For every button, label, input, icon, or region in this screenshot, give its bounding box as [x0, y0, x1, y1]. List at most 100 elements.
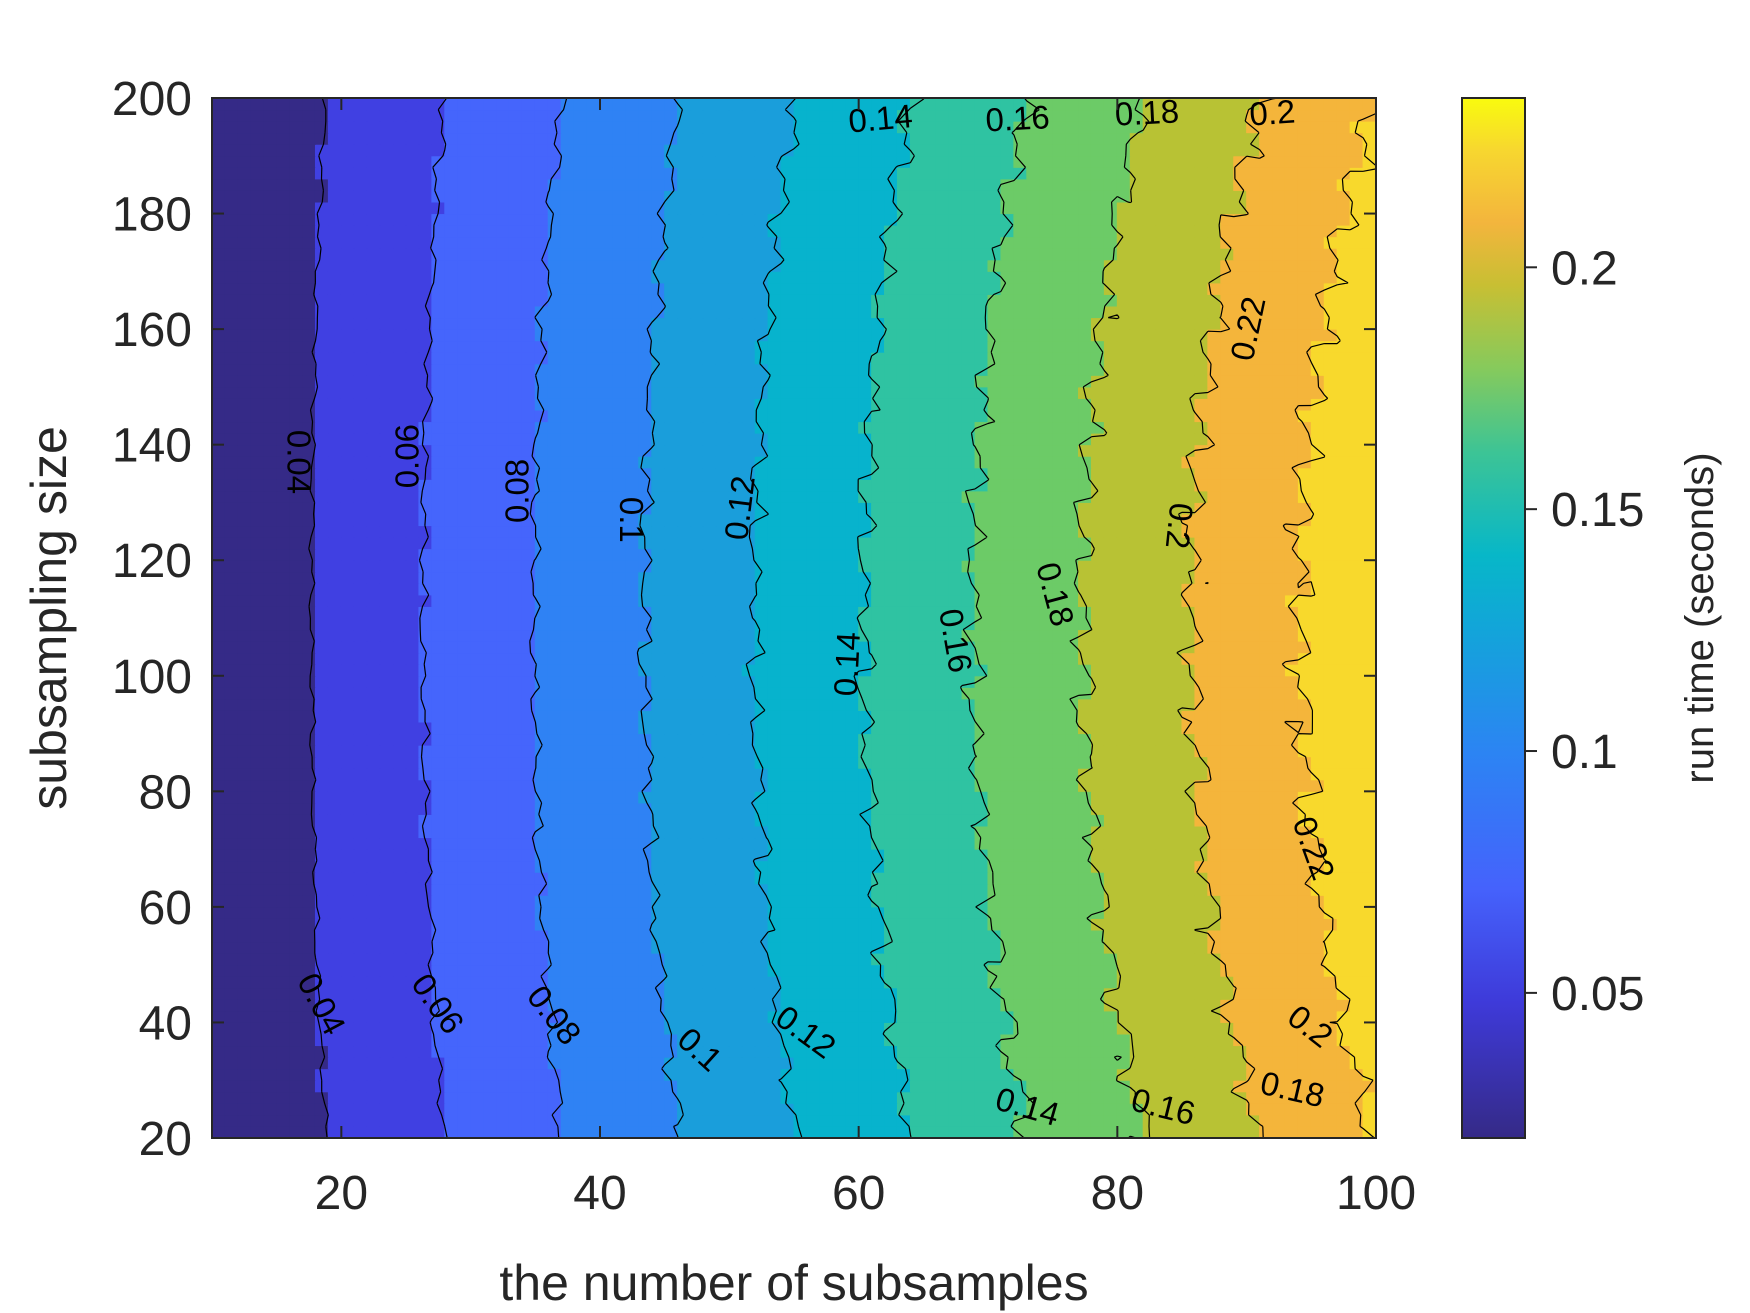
contour-fill-cell — [508, 883, 523, 896]
contour-fill-cell — [1026, 525, 1041, 538]
contour-fill-cell — [1349, 605, 1364, 619]
contour-fill-cell — [625, 513, 640, 527]
contour-fill-cell — [845, 941, 860, 954]
contour-fill-cell — [638, 709, 653, 723]
contour-fill-cell — [1026, 837, 1041, 850]
contour-fill-cell — [1013, 825, 1028, 839]
contour-fill-cell — [521, 998, 536, 1012]
contour-fill-cell — [961, 594, 976, 607]
contour-fill-cell — [987, 987, 1002, 1000]
contour-fill-cell — [276, 790, 291, 804]
contour-fill-cell — [767, 1102, 782, 1116]
contour-fill-cell — [767, 744, 782, 758]
contour-fill-cell — [1207, 721, 1222, 735]
contour-fill-cell — [1026, 721, 1041, 735]
contour-fill-cell — [237, 825, 252, 839]
contour-fill-cell — [1349, 998, 1364, 1012]
contour-fill-cell — [1078, 987, 1092, 1000]
contour-fill-cell — [586, 1021, 601, 1035]
contour-fill-cell — [1284, 536, 1299, 550]
contour-fill-cell — [754, 964, 769, 977]
contour-fill-cell — [780, 756, 795, 769]
contour-fill-cell — [599, 571, 614, 584]
contour-fill-cell — [1349, 906, 1364, 919]
contour-fill-cell — [1362, 964, 1376, 977]
contour-fill-cell — [1142, 536, 1157, 550]
contour-fill-cell — [1336, 686, 1351, 700]
contour-fill-cell — [547, 825, 562, 839]
contour-fill-cell — [612, 1021, 627, 1035]
contour-fill-cell — [690, 871, 704, 885]
contour-fill-cell — [263, 617, 278, 631]
contour-fill-cell — [1078, 917, 1092, 931]
contour-fill-cell — [1362, 1033, 1376, 1047]
contour-fill-cell — [1233, 1021, 1248, 1035]
contour-fill-cell — [508, 802, 523, 815]
contour-fill-cell — [289, 698, 304, 711]
contour-fill-cell — [560, 767, 575, 781]
contour-fill-cell — [1233, 1114, 1248, 1127]
contour-fill-cell — [1090, 663, 1105, 677]
contour-fill-cell — [353, 975, 368, 989]
contour-fill-cell — [819, 779, 834, 792]
contour-fill-cell — [431, 848, 446, 862]
contour-fill-cell — [1103, 790, 1118, 804]
contour-fill-cell — [728, 894, 743, 908]
contour-fill-cell — [1142, 525, 1157, 538]
contour-fill-cell — [948, 536, 963, 550]
contour-fill-cell — [483, 871, 498, 885]
contour-fill-cell — [1310, 883, 1325, 896]
contour-fill-cell — [664, 964, 679, 977]
contour-fill-cell — [1181, 675, 1196, 688]
contour-fill-cell — [508, 767, 523, 781]
contour-fill-cell — [1181, 964, 1196, 977]
contour-fill-cell — [1349, 894, 1364, 908]
contour-fill-cell — [1310, 1068, 1325, 1081]
contour-fill-cell — [1103, 513, 1118, 527]
contour-fill-cell — [767, 1045, 782, 1058]
contour-fill-cell — [832, 848, 847, 862]
contour-fill-cell — [909, 813, 924, 827]
contour-fill-cell — [1272, 513, 1286, 527]
contour-fill-cell — [418, 987, 433, 1000]
contour-fill-cell — [327, 709, 342, 723]
contour-fill-cell — [263, 837, 278, 850]
contour-fill-cell — [793, 1033, 808, 1047]
contour-fill-cell — [1259, 964, 1274, 977]
contour-fill-cell — [948, 779, 963, 792]
contour-fill-cell — [845, 1091, 860, 1104]
contour-fill-cell — [547, 594, 562, 607]
contour-fill-cell — [212, 1091, 226, 1104]
contour-fill-cell — [547, 917, 562, 931]
contour-fill-cell — [871, 1102, 886, 1116]
contour-fill-cell — [961, 987, 976, 1000]
contour-fill-cell — [1246, 675, 1261, 688]
contour-fill-cell — [935, 536, 950, 550]
contour-fill-cell — [1246, 975, 1261, 989]
contour-fill-cell — [366, 941, 381, 954]
contour-fill-cell — [1233, 605, 1248, 619]
contour-fill-cell — [1103, 536, 1118, 550]
contour-fill-cell — [276, 848, 291, 862]
contour-fill-cell — [1052, 1114, 1067, 1127]
contour-fill-cell — [871, 640, 886, 654]
contour-fill-cell — [392, 605, 407, 619]
contour-fill-cell — [353, 767, 368, 781]
contour-fill-cell — [935, 1102, 950, 1116]
contour-fill-cell — [418, 1033, 433, 1047]
contour-fill-cell — [638, 1045, 653, 1058]
contour-fill-cell — [677, 490, 692, 503]
contour-fill-cell — [1168, 894, 1183, 908]
contour-fill-cell — [845, 998, 860, 1012]
contour-fill-cell — [702, 860, 717, 873]
contour-fill-cell — [1349, 802, 1364, 815]
contour-fill-cell — [767, 617, 782, 631]
contour-fill-cell — [457, 605, 472, 619]
contour-fill-cell — [1116, 964, 1131, 977]
contour-fill-cell — [237, 952, 252, 966]
contour-fill-cell — [638, 952, 653, 966]
contour-fill-cell — [314, 802, 329, 815]
contour-fill-cell — [935, 559, 950, 573]
contour-fill-cell — [431, 698, 446, 711]
contour-fill-cell — [625, 825, 640, 839]
